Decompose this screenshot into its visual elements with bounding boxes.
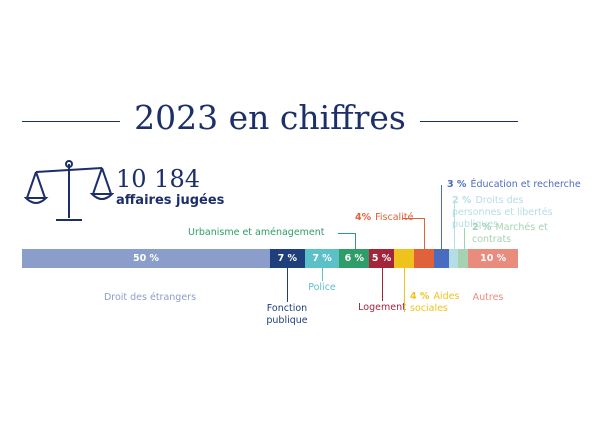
bar-segment [270,249,305,268]
value-label: 10 % [480,253,507,264]
segment-label: 3 % Éducation et recherche [447,179,587,191]
leader-line [454,201,455,249]
value-label: 5 % [371,253,392,264]
value-label: 6 % [344,253,365,264]
title-rule [420,121,518,122]
segment-label: Autres [460,292,516,304]
segment-label: Police [300,282,344,294]
segment-label: Fonction publique [262,303,312,327]
category-label: Droit des étrangers [103,292,197,303]
total: 10 184 [116,165,200,193]
bar-segment [22,249,270,268]
segment-label: 2 % Droits des personnes et libertés publ… [452,195,562,231]
bar-segment [413,249,434,268]
leader-line [287,268,288,302]
leader-line [464,228,465,249]
category-label: Fonction publique [266,303,308,326]
category-label: Autres [472,292,504,303]
value-label: 4 % [410,291,430,302]
bar-segment [433,249,449,268]
category-label: Fiscalité [375,212,414,223]
category-label: Aides sociales [410,291,460,314]
leader-line [355,233,356,249]
leader-line [382,268,383,301]
bar-segment [339,249,370,268]
bar-segment [458,249,469,268]
segment-label: 4 % Aides sociales [410,291,480,315]
category-label: Éducation et recherche [470,179,581,190]
segment-label: Logement [352,302,412,314]
bar-segment [369,249,394,268]
segment-label: 4% Fiscalité [355,212,425,224]
bar-segment [468,249,518,268]
leader-line [338,233,355,234]
scale-icon [24,160,114,221]
category-label: Marchés et contrats [472,222,548,245]
value-label: 2 % [472,222,492,233]
leader-line [441,185,442,249]
leader-line [404,268,405,312]
value-label: 50 % [132,253,160,264]
value-label: 2 % [452,195,472,206]
segment-label: Urbanisme et aménagement [188,227,348,239]
segment-label: 2 % Marchés et contrats [472,222,552,246]
segment-label: Droit des étrangers [90,292,210,304]
value-label: 7 % [277,253,298,264]
total-caption: affaires jugées [116,193,225,208]
leader-line [322,268,323,281]
value-label: 7 % [312,253,332,264]
value-label: 3 % [447,179,467,190]
category-label: Droits des personnes et libertés publiqu… [452,195,553,230]
leader-line [424,218,425,249]
bar-segment [394,249,414,268]
category-label: Urbanisme et aménagement [188,227,325,238]
category-label: Logement [358,302,406,313]
leader-line [402,218,424,219]
category-label: Police [308,282,336,293]
bar-segment [304,249,340,268]
bar-segment [448,249,459,268]
title: 2023 en chiffres [134,98,406,137]
title-rule [22,121,120,122]
value-label: 4% [355,212,372,223]
